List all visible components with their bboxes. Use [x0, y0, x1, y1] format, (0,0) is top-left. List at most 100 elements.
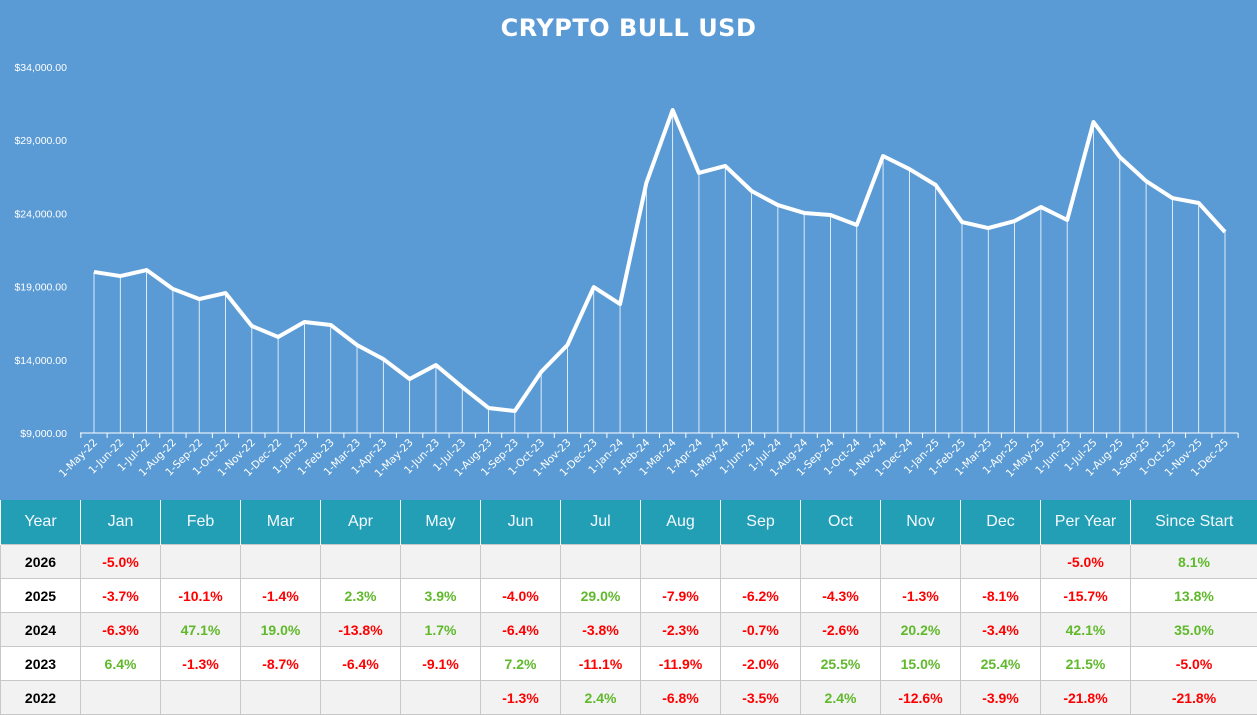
return-cell: -6.2%	[721, 579, 801, 613]
table-row: 2026-5.0%-5.0%8.1%	[1, 545, 1257, 579]
return-cell: 29.0%	[561, 579, 641, 613]
return-cell: -21.8%	[1041, 681, 1131, 715]
column-header: Jan	[81, 500, 161, 545]
return-cell	[401, 545, 481, 579]
y-tick-label: $24,000.00	[14, 208, 67, 220]
return-cell: -1.4%	[241, 579, 321, 613]
return-cell	[81, 681, 161, 715]
return-cell: -3.8%	[561, 613, 641, 647]
return-cell: -12.6%	[881, 681, 961, 715]
return-cell: 21.5%	[1041, 647, 1131, 681]
y-tick-label: $9,000.00	[20, 428, 67, 440]
return-cell: -6.4%	[321, 647, 401, 681]
return-cell: 20.2%	[881, 613, 961, 647]
year-cell: 2023	[1, 647, 81, 681]
table-row: 2022-1.3%2.4%-6.8%-3.5%2.4%-12.6%-3.9%-2…	[1, 681, 1257, 715]
return-cell: 1.7%	[401, 613, 481, 647]
return-cell: 2.4%	[561, 681, 641, 715]
return-cell: -8.1%	[961, 579, 1041, 613]
return-cell	[241, 681, 321, 715]
return-cell: -1.3%	[481, 681, 561, 715]
return-cell: -5.0%	[81, 545, 161, 579]
return-cell: -6.8%	[641, 681, 721, 715]
return-cell: -10.1%	[161, 579, 241, 613]
return-cell: -11.1%	[561, 647, 641, 681]
return-cell: 47.1%	[161, 613, 241, 647]
return-cell: 2.4%	[801, 681, 881, 715]
return-cell: 25.5%	[801, 647, 881, 681]
return-cell: -5.0%	[1131, 647, 1257, 681]
return-cell: -13.8%	[321, 613, 401, 647]
return-cell: 42.1%	[1041, 613, 1131, 647]
return-cell	[961, 545, 1041, 579]
return-cell: -5.0%	[1041, 545, 1131, 579]
return-cell: 25.4%	[961, 647, 1041, 681]
return-cell: 19.0%	[241, 613, 321, 647]
return-cell: -4.3%	[801, 579, 881, 613]
table-row: 2024-6.3%47.1%19.0%-13.8%1.7%-6.4%-3.8%-…	[1, 613, 1257, 647]
return-cell: -6.4%	[481, 613, 561, 647]
column-header: May	[401, 500, 481, 545]
return-cell: -2.3%	[641, 613, 721, 647]
return-cell: -3.9%	[961, 681, 1041, 715]
return-cell: 2.3%	[321, 579, 401, 613]
return-cell: -8.7%	[241, 647, 321, 681]
column-header: Jun	[481, 500, 561, 545]
return-cell: -1.3%	[881, 579, 961, 613]
column-header: Apr	[321, 500, 401, 545]
return-cell	[321, 545, 401, 579]
return-cell: 35.0%	[1131, 613, 1257, 647]
price-chart: CRYPTO BULL USD $9,000.00$14,000.00$19,0…	[0, 0, 1257, 500]
return-cell: -7.9%	[641, 579, 721, 613]
return-cell: -11.9%	[641, 647, 721, 681]
return-cell: -0.7%	[721, 613, 801, 647]
year-cell: 2025	[1, 579, 81, 613]
return-cell	[481, 545, 561, 579]
column-header: Dec	[961, 500, 1041, 545]
return-cell	[561, 545, 641, 579]
return-cell	[641, 545, 721, 579]
line-chart-svg: $9,000.00 $14,000.00 $19,000.00 $24,000.00 $…	[0, 0, 1257, 500]
year-cell: 2026	[1, 545, 81, 579]
return-cell: -9.1%	[401, 647, 481, 681]
return-cell: -3.7%	[81, 579, 161, 613]
return-cell	[161, 681, 241, 715]
return-cell	[881, 545, 961, 579]
return-cell	[721, 545, 801, 579]
return-cell: 15.0%	[881, 647, 961, 681]
return-cell	[161, 545, 241, 579]
return-cell: -3.5%	[721, 681, 801, 715]
y-tick-label: $29,000.00	[14, 135, 67, 147]
table-row: 2025-3.7%-10.1%-1.4%2.3%3.9%-4.0%29.0%-7…	[1, 579, 1257, 613]
column-header: Per Year	[1041, 500, 1131, 545]
return-cell: -15.7%	[1041, 579, 1131, 613]
return-cell: -6.3%	[81, 613, 161, 647]
year-cell: 2024	[1, 613, 81, 647]
column-header: Feb	[161, 500, 241, 545]
column-header: Sep	[721, 500, 801, 545]
return-cell	[801, 545, 881, 579]
return-cell: 6.4%	[81, 647, 161, 681]
column-header: Nov	[881, 500, 961, 545]
y-tick-label: $34,000.00	[14, 62, 67, 74]
return-cell: 8.1%	[1131, 545, 1257, 579]
column-header: Year	[1, 500, 81, 545]
return-cell: -2.6%	[801, 613, 881, 647]
column-header: Mar	[241, 500, 321, 545]
y-tick-label: $14,000.00	[14, 355, 67, 367]
price-line	[94, 110, 1225, 411]
return-cell: 7.2%	[481, 647, 561, 681]
return-cell: -2.0%	[721, 647, 801, 681]
column-header: Aug	[641, 500, 721, 545]
column-header: Oct	[801, 500, 881, 545]
return-cell: -21.8%	[1131, 681, 1257, 715]
return-cell: 3.9%	[401, 579, 481, 613]
return-cell	[241, 545, 321, 579]
column-header: Jul	[561, 500, 641, 545]
y-tick-label: $19,000.00	[14, 282, 67, 294]
return-cell: -4.0%	[481, 579, 561, 613]
return-cell: -3.4%	[961, 613, 1041, 647]
